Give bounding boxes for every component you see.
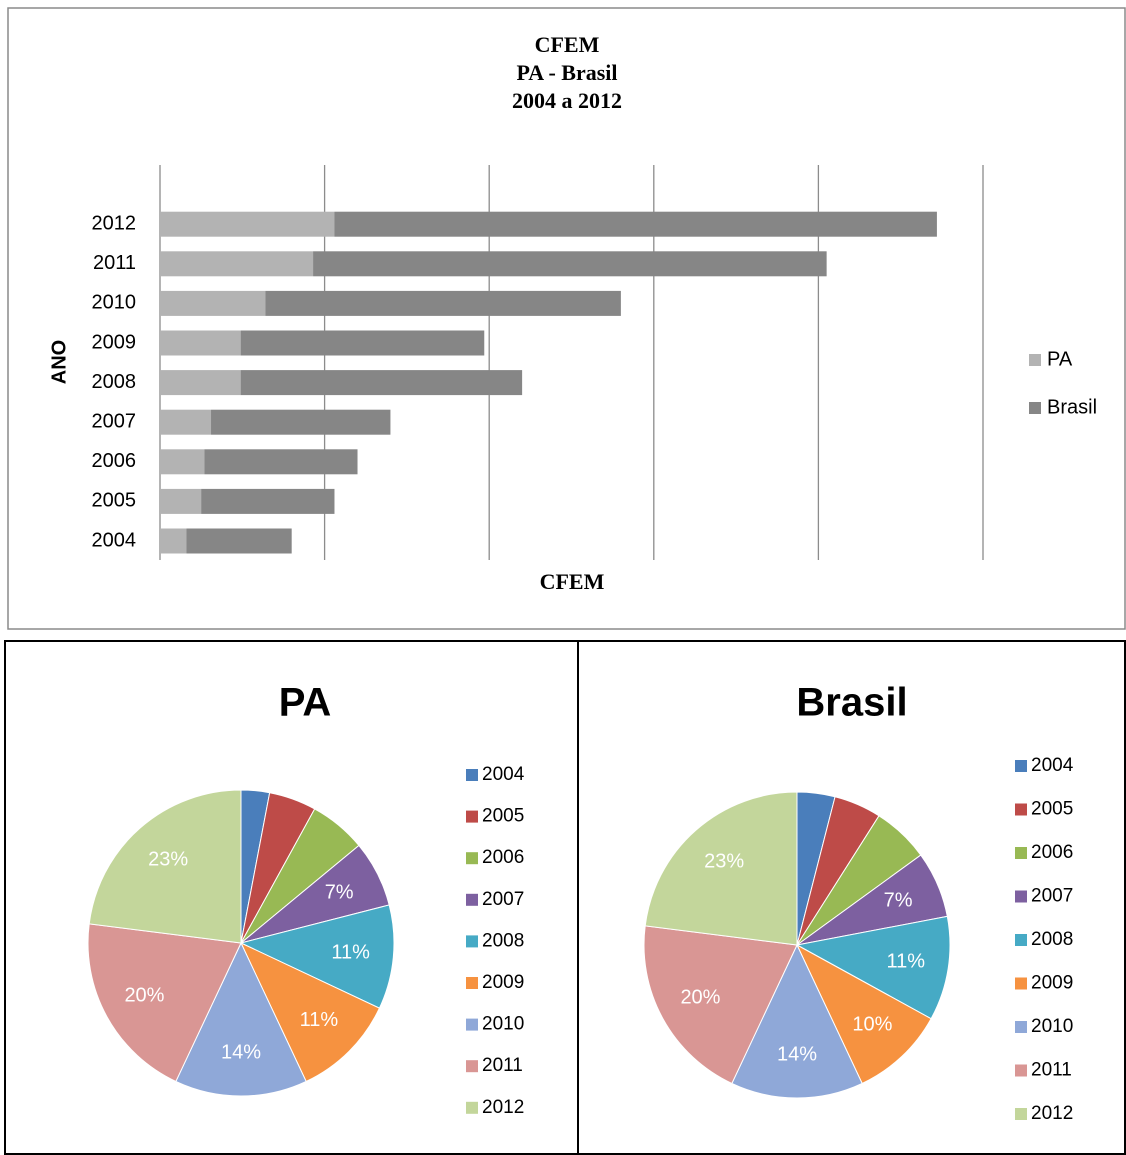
bar-segment (160, 528, 187, 554)
pie-slice (175, 941, 307, 1097)
legend-swatch (466, 769, 478, 781)
legend-swatch (1029, 354, 1041, 366)
pie-slice (795, 915, 951, 1020)
bar-segment (160, 409, 212, 435)
legend-swatch (1015, 803, 1027, 816)
legend-swatch (1015, 1021, 1027, 1033)
legend-label: 2007 (1031, 886, 1073, 907)
legend-label: 2005 (482, 806, 524, 827)
y-tick-label: 2012 (92, 212, 137, 234)
legend-label: 2010 (482, 1014, 524, 1035)
legend-label: 2010 (1031, 1016, 1073, 1037)
pie-slice (731, 943, 863, 1099)
legend-swatch (466, 852, 478, 865)
slice-label: 20% (124, 984, 164, 1006)
legend-swatch (1029, 402, 1041, 414)
slice-label: 11% (300, 1009, 339, 1031)
legend-swatch (466, 1018, 478, 1031)
y-tick-label: 2007 (92, 410, 137, 432)
bar-segment (160, 488, 202, 514)
legend-swatch (466, 935, 478, 948)
bar-segment (211, 409, 391, 435)
legend-label: 2011 (1031, 1060, 1072, 1081)
legend-label: 2012 (1031, 1103, 1073, 1124)
legend-label: 2008 (1031, 929, 1073, 950)
y-tick-label: 2010 (92, 292, 137, 314)
legend-swatch (466, 977, 478, 989)
legend-label: 2012 (482, 1097, 524, 1118)
bar-segment (160, 251, 314, 277)
bar-segment (201, 488, 335, 514)
y-tick-label: 2011 (93, 252, 136, 274)
legend-label: 2011 (482, 1055, 523, 1076)
legend-label: 2004 (482, 764, 525, 785)
legend-swatch (1015, 1064, 1027, 1077)
x-axis-label: CFEM (540, 569, 605, 594)
chart-title: CFEM (535, 32, 600, 57)
legend-label: 2005 (1031, 799, 1073, 820)
bar-segment (186, 528, 292, 554)
slice-label: 14% (777, 1043, 817, 1065)
slice-label: 7% (325, 881, 354, 903)
pie-slice (239, 941, 381, 1083)
slice-label: 10% (852, 1014, 892, 1036)
slice-label: 23% (704, 851, 744, 873)
bar-segment (240, 330, 485, 356)
y-tick-label: 2004 (92, 529, 137, 551)
legend-label: 2008 (482, 930, 524, 951)
bar-segment (334, 211, 937, 237)
legend-swatch (1015, 890, 1027, 903)
slice-label: 11% (887, 951, 926, 973)
bar-segment (160, 330, 241, 356)
pie-slice (87, 923, 242, 1083)
y-axis-label: ANO (48, 340, 70, 384)
legend-swatch (1015, 760, 1027, 772)
bar-segment (204, 449, 358, 475)
pie-slice (239, 904, 395, 1009)
bar-segment (240, 370, 523, 396)
y-tick-label: 2005 (92, 490, 137, 512)
legend-swatch (1015, 934, 1027, 946)
legend-swatch (466, 810, 478, 823)
y-tick-label: 2006 (92, 450, 137, 472)
legend-label: PA (1047, 348, 1073, 370)
bar-segment (265, 290, 621, 316)
slice-label: 7% (884, 890, 913, 912)
pie-slice (643, 925, 798, 1085)
legend-swatch (466, 893, 478, 906)
legend-label: Brasil (1047, 396, 1097, 418)
slice-label: 20% (680, 986, 720, 1008)
chart-title: Brasil (796, 681, 907, 725)
legend-swatch (1015, 1108, 1027, 1120)
y-tick-label: 2009 (92, 331, 137, 353)
bar-segment (160, 211, 335, 237)
bar-chart-frame (7, 7, 1126, 630)
legend-swatch (1015, 847, 1027, 859)
chart-title: PA - Brasil (516, 60, 617, 85)
pie-slice (88, 789, 242, 944)
chart-title: 2004 a 2012 (512, 88, 622, 113)
slice-label: 11% (331, 942, 370, 964)
bar-segment (160, 370, 241, 396)
legend-label: 2006 (1031, 842, 1073, 863)
legend-label: 2006 (482, 847, 524, 868)
legend-swatch (466, 1060, 478, 1073)
pie-slice (644, 791, 798, 946)
legend-swatch (466, 1101, 478, 1114)
bar-segment (160, 449, 205, 475)
bar-segment (160, 290, 266, 316)
chart-title: PA (279, 681, 332, 725)
legend-label: 2007 (482, 889, 524, 910)
slice-label: 14% (221, 1041, 261, 1063)
slice-label: 23% (148, 849, 188, 871)
bar-segment (313, 251, 827, 277)
y-tick-label: 2008 (92, 371, 137, 393)
legend-swatch (1015, 977, 1027, 990)
legend-label: 2004 (1031, 755, 1074, 776)
legend-label: 2009 (482, 972, 524, 993)
pie-slice (795, 943, 932, 1085)
legend-label: 2009 (1031, 973, 1073, 994)
